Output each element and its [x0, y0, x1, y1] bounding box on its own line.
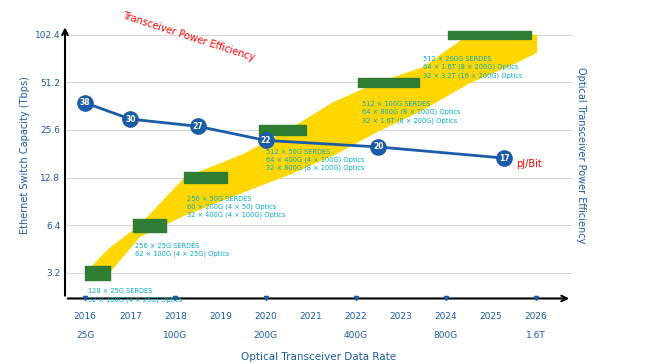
Text: 100G: 100G [163, 331, 188, 340]
Text: 22: 22 [260, 136, 271, 145]
Text: 25G: 25G [76, 331, 94, 340]
Text: 256 × 25G SERDES
62 × 100G (4 × 25G) Optics: 256 × 25G SERDES 62 × 100G (4 × 25G) Opt… [135, 243, 229, 257]
Text: 256 × 50G SERDES
60 × 200G (4 × 50) Optics
32 × 400G (4 × 100G) Optics: 256 × 50G SERDES 60 × 200G (4 × 50) Opti… [187, 196, 285, 218]
Text: 512 × 100G SERDES
64 × 800G (8 × 100G) Optics
32 × 1.6T (8 × 200G) Optics: 512 × 100G SERDES 64 × 800G (8 × 100G) O… [363, 101, 461, 124]
Text: 512 × 50G SERDES
64 × 400G (4 × 100G) Optics
32 × 800G (8 × 100G) Optics: 512 × 50G SERDES 64 × 400G (4 × 100G) Op… [266, 149, 364, 171]
Text: 17: 17 [499, 154, 510, 163]
Text: 800G: 800G [434, 331, 458, 340]
Text: 1.6T: 1.6T [526, 331, 546, 340]
Text: 200G: 200G [254, 331, 278, 340]
Text: 38: 38 [80, 98, 90, 107]
Text: 512 × 200G SERDES
64 × 1.6T (8 × 200G) Optics
32 × 3.2T (16 × 200G) Optics: 512 × 200G SERDES 64 × 1.6T (8 × 200G) O… [423, 56, 523, 79]
Text: 400G: 400G [344, 331, 368, 340]
Y-axis label: Ethernet Switch Capacity (Tbps): Ethernet Switch Capacity (Tbps) [20, 76, 31, 234]
X-axis label: Optical Transceiver Data Rate: Optical Transceiver Data Rate [241, 352, 396, 362]
Text: 20: 20 [373, 142, 384, 151]
Text: 128 × 25G SERDES
32 × 100G (4 × 25G) Optics: 128 × 25G SERDES 32 × 100G (4 × 25G) Opt… [88, 288, 181, 302]
Y-axis label: Optical Transceiver Power Efficiency: Optical Transceiver Power Efficiency [576, 67, 586, 243]
Text: 30: 30 [125, 115, 136, 124]
Text: Transceiver Power Efficiency: Transceiver Power Efficiency [122, 11, 256, 63]
Text: pJ/Bit: pJ/Bit [515, 159, 541, 169]
Text: 27: 27 [192, 122, 203, 131]
